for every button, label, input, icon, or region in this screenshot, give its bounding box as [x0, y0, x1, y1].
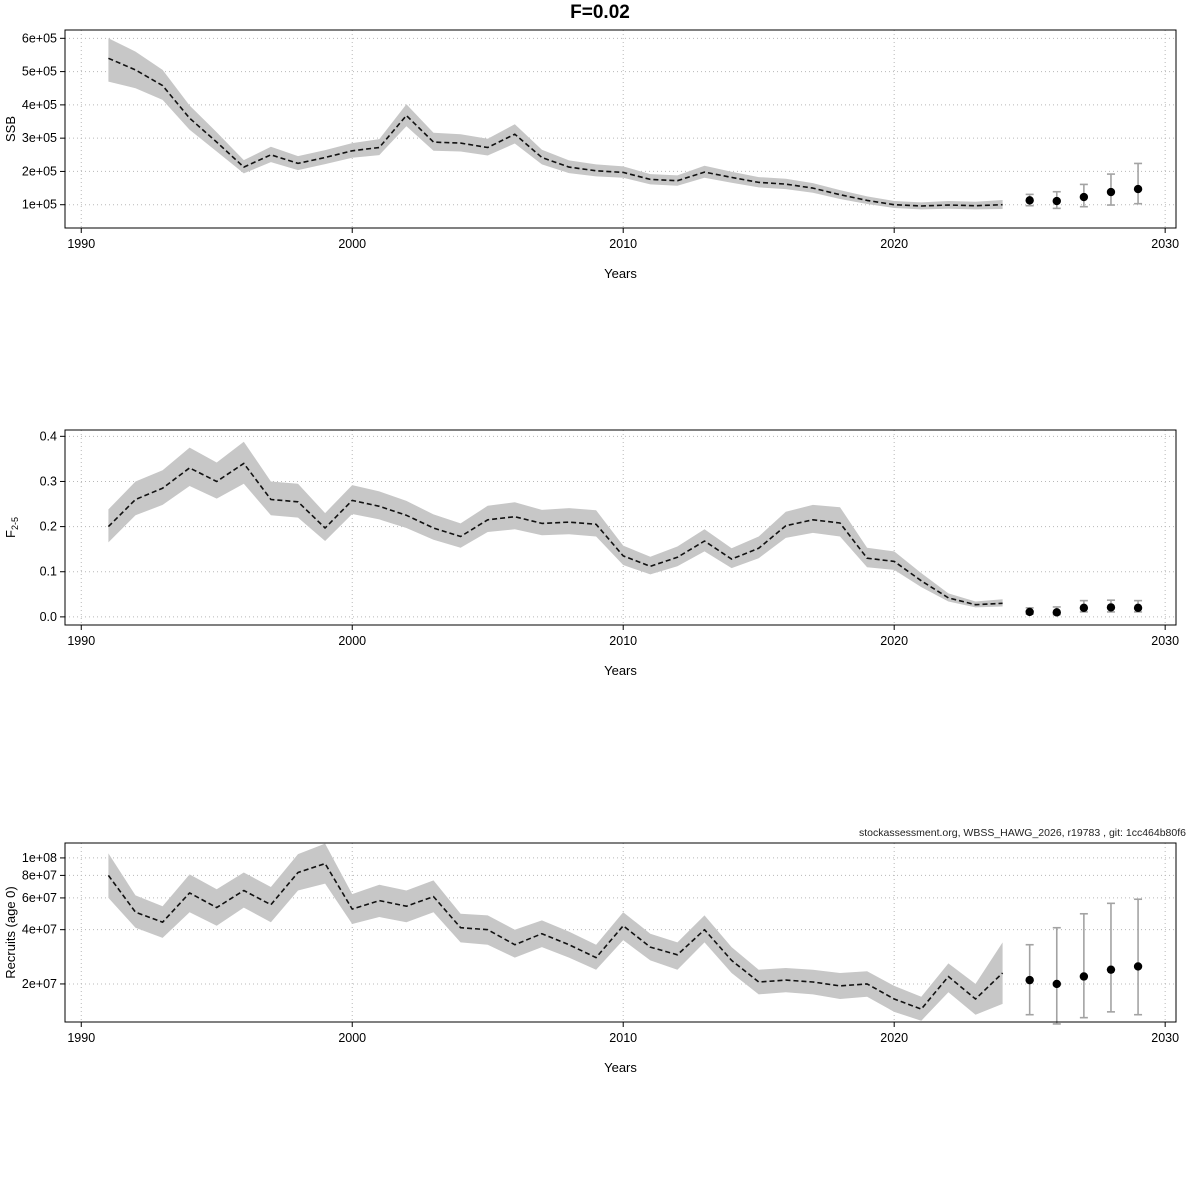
forecast-point [1052, 979, 1061, 989]
y-tick-label: 0.2 [40, 520, 57, 534]
forecast-point [1052, 196, 1061, 206]
axis: 1990 2000 2010 2020 2030 1e+05 2e+05 3e+05 4e+05… [3, 29, 1179, 281]
y-tick-label: 0.3 [40, 474, 57, 488]
axis: 1990 2000 2010 2020 2030 2e+07 4e+07 6e+07 8e+07… [3, 842, 1179, 1075]
plot-box [64, 842, 1177, 1023]
x-tick-label: 2000 [338, 634, 366, 648]
x-tick-label: 2000 [338, 237, 366, 251]
x-axis-label: Years [604, 266, 637, 281]
y-tick-label: 3e+05 [22, 131, 57, 145]
watermark: stockassessment.org, WBSS_HAWG_2026, r19… [858, 827, 1186, 839]
y-axis-label: F2-5 [3, 517, 20, 538]
axis: 1990 2000 2010 2020 2030 0.0 0.1 0.2 0.3 0.4 Years… [3, 429, 1179, 678]
plot-box [64, 429, 1177, 626]
grid [65, 30, 1176, 228]
forecast-point [1133, 603, 1143, 613]
forecast-point [1079, 603, 1089, 613]
forecast-point [1106, 603, 1116, 612]
forecast-point [1106, 187, 1116, 197]
forecast [1025, 162, 1143, 210]
y-tick-label: 0.4 [40, 429, 57, 443]
forecast-point [1133, 184, 1143, 194]
forecast [1025, 599, 1143, 617]
ssb-panel: 1990 2000 2010 2020 2030 1e+05 2e+05 3e+05 4e+05… [3, 29, 1179, 281]
recruitment-panel: 1990 2000 2010 2020 2030 2e+07 4e+07 6e+07 8e+07… [3, 842, 1179, 1075]
y-tick-label: 6e+05 [22, 31, 57, 45]
mean-line [108, 57, 1003, 207]
mean-line [107, 862, 1004, 1010]
y-tick-label: 4e+05 [22, 98, 57, 112]
y-tick-label: 2e+05 [22, 164, 57, 178]
y-tick-label: 8e+07 [22, 868, 57, 882]
forecast-point [1025, 196, 1034, 205]
grid [65, 430, 1176, 625]
x-tick-label: 2020 [880, 634, 908, 648]
x-tick-label: 2000 [338, 1031, 366, 1045]
y-tick-label: 4e+07 [22, 923, 57, 937]
x-tick-label: 2010 [609, 237, 637, 251]
mean-line [107, 462, 1003, 606]
forecast-point [1079, 972, 1089, 981]
x-tick-label: 2030 [1151, 634, 1179, 648]
x-tick-label: 2020 [880, 1031, 908, 1045]
x-tick-label: 1990 [67, 634, 95, 648]
y-tick-label: 2e+07 [22, 977, 57, 991]
x-tick-label: 1990 [67, 1031, 95, 1045]
y-tick-label: 5e+05 [22, 65, 57, 79]
forecast-point [1052, 608, 1061, 617]
confidence-band [108, 38, 1003, 210]
forecast-point [1133, 962, 1143, 971]
x-tick-label: 2030 [1151, 1031, 1179, 1045]
plot-box [64, 29, 1177, 229]
y-axis-label: Recruits (age 0) [3, 886, 18, 978]
figure-title: F=0.02 [570, 2, 630, 23]
y-tick-label: 1e+08 [22, 851, 57, 865]
forecast-point [1079, 192, 1089, 202]
y-axis-label: SSB [3, 116, 18, 142]
x-tick-label: 2010 [609, 634, 637, 648]
x-tick-label: 2010 [609, 1031, 637, 1045]
y-tick-label: 0.0 [40, 610, 57, 624]
x-tick-label: 1990 [67, 237, 95, 251]
fishing-mortality-panel: 1990 2000 2010 2020 2030 0.0 0.1 0.2 0.3 0.4 Years… [3, 429, 1179, 678]
y-tick-label: 1e+05 [22, 198, 57, 212]
forecast [1025, 898, 1143, 1025]
forecast-point [1025, 975, 1034, 985]
forecast-point [1025, 607, 1034, 617]
y-tick-label: 0.1 [40, 565, 57, 579]
y-tick-label: 6e+07 [22, 891, 57, 905]
x-tick-label: 2020 [880, 237, 908, 251]
x-tick-label: 2030 [1151, 237, 1179, 251]
forecast-point [1106, 965, 1116, 974]
x-axis-label: Years [604, 1060, 637, 1075]
x-axis-label: Years [604, 663, 637, 678]
confidence-band [108, 843, 1003, 1021]
confidence-band [108, 441, 1003, 608]
